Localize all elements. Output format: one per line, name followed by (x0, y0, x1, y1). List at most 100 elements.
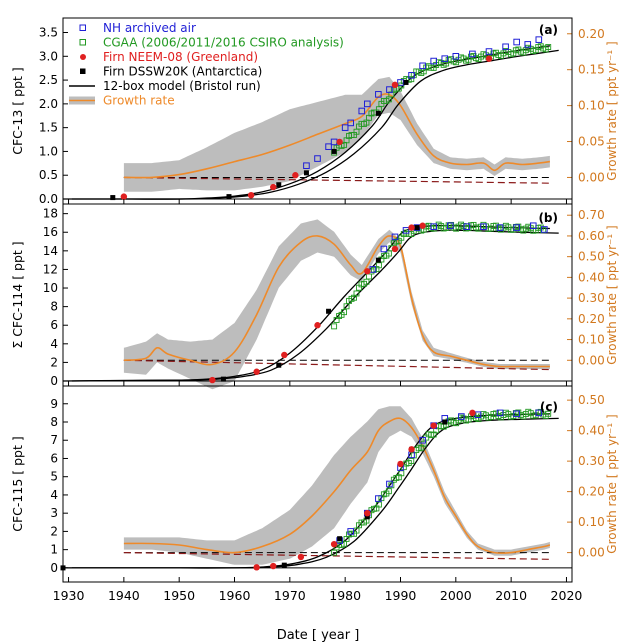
y2-tick-label-b: 0.60 (578, 229, 605, 243)
panel-label-c: (c) (540, 400, 558, 414)
nh-archived-point-a (430, 57, 437, 65)
cgaa-point-b (331, 323, 338, 330)
cgaa-point-b (341, 309, 348, 316)
legend-marker (79, 39, 86, 46)
y-tick-label-a: 2.5 (39, 73, 58, 87)
nh-archived-point-c (386, 480, 393, 488)
firn-neem-point-a (391, 81, 399, 89)
nh-archived-point-a (325, 143, 332, 150)
legend-label: Growth rate (103, 94, 175, 108)
nh-archived-point-b (391, 233, 399, 241)
firn-dssw-point-b (414, 225, 420, 231)
firn-neem-point-a (120, 193, 128, 200)
nh-archived-point-b (402, 227, 410, 234)
firn-neem-point-c (330, 540, 338, 548)
cgaa-point-b (353, 290, 360, 297)
nh-archived-point-c (458, 413, 465, 420)
nh-archived-point-c (347, 528, 354, 535)
y2-tick-label-c: 0.00 (578, 546, 605, 560)
growth-rate-line-a (123, 93, 551, 179)
nh-archived-point-b (369, 266, 377, 273)
cgaa-point-b (375, 262, 382, 269)
nh-archived-point-b (446, 222, 454, 230)
y-tick-label-a: 0.0 (39, 192, 58, 206)
cgaa-point-b (366, 273, 372, 280)
nh-archived-point-a (535, 36, 543, 43)
axes-frame-c (62, 385, 573, 583)
firn-neem-point-c (253, 564, 260, 571)
y2-tick-label-a: 0.15 (578, 63, 605, 77)
y-tick-label-b: 12 (43, 262, 58, 276)
nh-archived-point-a (303, 162, 310, 170)
legend-label: NH archived air (103, 21, 196, 35)
cgaa-point-a (545, 44, 552, 50)
y-tick-label-b: 4 (50, 337, 58, 351)
firn-neem-point-b (314, 322, 321, 329)
nh-archived-point-a (375, 91, 382, 98)
legend-item: Firn NEEM-08 (Greenland) (80, 50, 258, 64)
y2-tick-label-b: 0.30 (578, 291, 605, 305)
y2-tick-label-a: 0.10 (578, 99, 605, 113)
y-tick-label-a: 0.5 (39, 168, 58, 182)
y-tick-label-c: 5 (50, 470, 58, 484)
legend-label: 12-box model (Bristol run) (103, 79, 261, 93)
nh-archived-point-b (496, 224, 504, 231)
panel-label-a: (a) (539, 23, 558, 37)
y-axis-label-b: Σ CFC-114 [ ppt ] (10, 241, 25, 348)
nh-archived-point-a (441, 55, 449, 62)
legend-item: 12-box model (Bristol run) (69, 79, 261, 93)
nh-archived-point-b (480, 223, 487, 230)
nh-archived-point-c (375, 495, 382, 502)
y-tick-label-b: 14 (43, 244, 58, 258)
legend-marker (80, 54, 86, 60)
cgaa-point-c (408, 458, 415, 464)
decline-line-c (123, 552, 550, 560)
firn-neem-point-c (430, 422, 437, 429)
firn-dssw-point-c (281, 562, 287, 568)
model-line-sh-c (71, 417, 559, 569)
plot-area-c: 0 1 2 3 4 5 6 7 8 9 0.00 0.10 0.20 0.30 0.40 0.50 (50, 393, 605, 582)
firn-neem-point-c (270, 562, 277, 570)
y-tick-label-c: 9 (50, 397, 58, 411)
nh-archived-point-a (524, 41, 532, 48)
legend-marker (79, 24, 86, 31)
growth-rate-line-c (123, 417, 551, 554)
legend-item: CGAA (2006/2011/2016 CSIRO analysis) (79, 36, 344, 50)
firn-dssw-point-a (226, 194, 232, 200)
firn-neem-point-b (364, 268, 371, 275)
firn-dssw-point-b (326, 308, 332, 314)
firn-dssw-point-c (337, 536, 343, 542)
y-tick-label-b: 0 (50, 374, 58, 388)
firn-neem-point-a (485, 55, 493, 62)
x-axis: 1930 1940 1950 1960 1970 1980 1990 2000 2010 2020 (53, 588, 583, 603)
x-tick-label: 2000 (440, 588, 472, 603)
nh-archived-point-a (419, 62, 426, 70)
firn-dssw-point-b (220, 376, 226, 382)
y-tick-label-c: 6 (50, 451, 58, 465)
x-tick-label: 1950 (163, 588, 195, 603)
nh-archived-point-b (529, 222, 537, 230)
firn-neem-point-a (270, 183, 277, 191)
firn-neem-point-b (253, 368, 260, 375)
nh-archived-point-a (386, 86, 393, 93)
firn-neem-point-b (408, 224, 415, 231)
decline-line-a (123, 176, 550, 184)
firn-dssw-point-a (303, 170, 309, 176)
y-tick-label-c: 0 (50, 561, 58, 575)
nh-archived-point-b (463, 223, 471, 230)
y2-axis-label-a: Growth rate [ ppt yr⁻¹ ] (605, 41, 619, 180)
y2-tick-label-b: 0.50 (578, 250, 605, 264)
nh-archived-point-b (541, 226, 548, 233)
firn-neem-point-c (297, 553, 305, 561)
y2-tick-label-b: 0.20 (578, 312, 605, 326)
nh-archived-point-b (430, 223, 437, 230)
panel-b: 0 2 4 6 8 10 12 14 16 18 0.00 0.10 0.20 0.30 0.40 0.50 0… (10, 203, 619, 390)
y-tick-label-b: 8 (50, 300, 58, 314)
nh-archived-point-a (314, 155, 321, 162)
legend-label: CGAA (2006/2011/2016 CSIRO analysis) (103, 36, 344, 50)
cgaa-point-c (420, 440, 427, 447)
x-axis-label: Date [ year ] (277, 628, 360, 643)
y2-axis-label-b: Growth rate [ ppt yr⁻¹ ] (605, 225, 619, 364)
